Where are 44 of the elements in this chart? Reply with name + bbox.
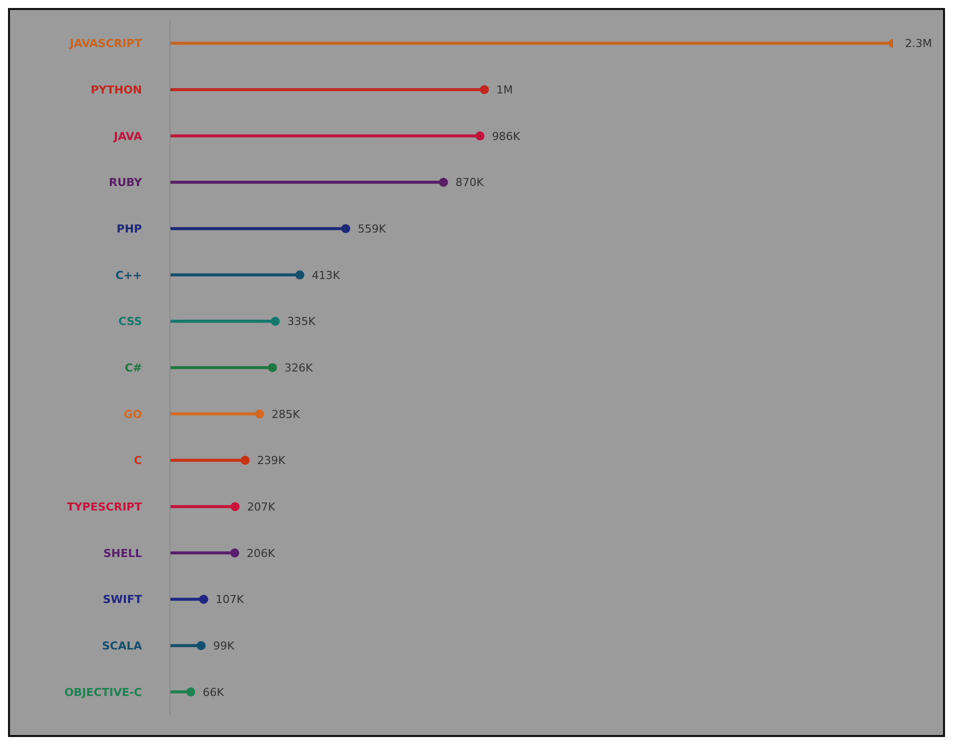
point [480, 85, 489, 94]
point [295, 270, 304, 280]
data-label: 285K [272, 408, 301, 421]
point [270, 316, 280, 326]
point [341, 224, 350, 234]
y-tick-label: JAVA [112, 130, 142, 143]
point [255, 409, 264, 418]
y-tick-label: C++ [115, 268, 142, 282]
point [438, 178, 448, 187]
data-label: 413K [312, 268, 341, 282]
y-tick-label: RUBY [108, 176, 144, 190]
data-label: 870K [455, 176, 484, 190]
y-tick-label: TYPESCRIPT [66, 500, 142, 514]
data-label: 335K [287, 315, 316, 328]
point [196, 641, 206, 650]
data-label: 206K [246, 546, 276, 560]
y-tick-label: PHP [116, 222, 142, 236]
y-tick-label: CSS [118, 315, 142, 328]
y-tick-label: C# [124, 362, 142, 374]
y-tick-label: SCALA [102, 640, 142, 652]
y-tick-label: SHELL [103, 546, 142, 560]
point [475, 131, 484, 140]
data-label: 326K [284, 362, 314, 375]
y-tick-label: PYTHON [90, 84, 142, 96]
data-label: 1M [496, 84, 513, 97]
point [186, 687, 196, 696]
data-label: 107K [216, 593, 245, 606]
y-tick-label: OBJECTIVE-C [64, 686, 142, 699]
point [240, 456, 250, 465]
data-label: 99K [213, 640, 236, 653]
y-tick-label: C [134, 454, 142, 468]
point [230, 548, 240, 558]
data-label: 66K [202, 686, 225, 699]
data-label: 2.3M [905, 37, 932, 50]
point [268, 363, 277, 372]
data-label: 559K [358, 222, 387, 236]
point [199, 594, 208, 604]
data-label: 207K [247, 500, 276, 514]
y-tick-label: GO [124, 408, 142, 421]
data-label: 986K [492, 130, 521, 143]
point [230, 502, 240, 512]
y-tick-label: JAVASCRIPT [68, 37, 142, 50]
y-tick-label: SWIFT [102, 593, 142, 606]
data-label: 239K [257, 454, 286, 468]
